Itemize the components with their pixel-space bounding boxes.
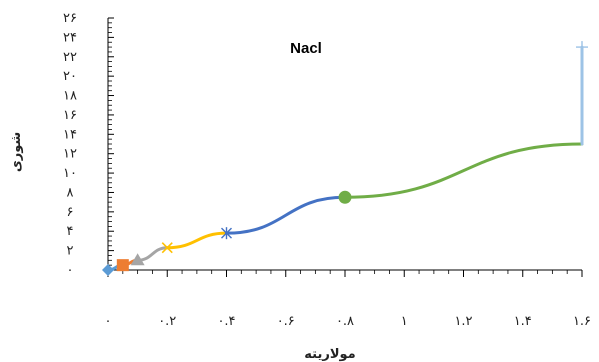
chart-title: Nacl — [290, 40, 322, 57]
y-tick-label: ۲۲ — [63, 50, 77, 65]
data-point-2 — [130, 253, 145, 266]
y-tick-label: ۲۴ — [63, 30, 77, 45]
data-point-1 — [116, 259, 129, 272]
x-tick-label: ۰.۲ — [158, 314, 176, 329]
y-tick-label: ۱۲ — [63, 147, 77, 162]
x-tick-label: ۰.۶ — [277, 314, 295, 329]
x-tick-label: ۰ — [105, 314, 112, 329]
series-line-3 — [165, 231, 228, 250]
y-tick-label: ۴ — [67, 224, 74, 239]
x-axis-title: مولاریته — [304, 347, 355, 362]
series-line-5 — [343, 142, 584, 199]
y-tick-label: ۲۰ — [63, 69, 77, 84]
x-tick-label: ۰.۴ — [217, 314, 235, 329]
y-tick-label: ۲۶ — [63, 11, 77, 26]
x-axis: ۰ ۰.۲ ۰.۴ ۰.۶ ۰.۸ ۱ ۱.۲ ۱.۴ ۱.۶ — [105, 269, 591, 329]
x-tick-label: ۰.۸ — [336, 314, 354, 329]
data-point-0 — [102, 264, 114, 276]
y-tick-label: ۱۶ — [63, 108, 77, 123]
y-tick-label: ۶ — [67, 205, 74, 220]
y-tick-label: ۱۸ — [63, 89, 77, 104]
series-line-2 — [136, 246, 169, 262]
x-tick-label: ۱.۲ — [454, 314, 472, 329]
series-line-4 — [225, 195, 347, 235]
y-axis-title: شوری — [9, 132, 24, 172]
y-tick-label: ۱۰ — [63, 166, 77, 181]
data-point-3 — [161, 242, 173, 254]
x-tick-label: ۱.۴ — [514, 314, 532, 329]
series-layer — [102, 41, 588, 276]
y-tick-label: ۱۴ — [63, 127, 77, 142]
y-tick-label: ۸ — [67, 185, 74, 200]
x-tick-label: ۱.۶ — [573, 314, 591, 329]
y-tick-label: ۰ — [67, 263, 74, 278]
x-tick-label: ۱ — [401, 314, 408, 329]
data-point-4 — [221, 227, 232, 240]
data-point-6 — [576, 41, 588, 54]
data-point-5 — [338, 190, 352, 204]
y-tick-label: ۲ — [67, 244, 74, 259]
